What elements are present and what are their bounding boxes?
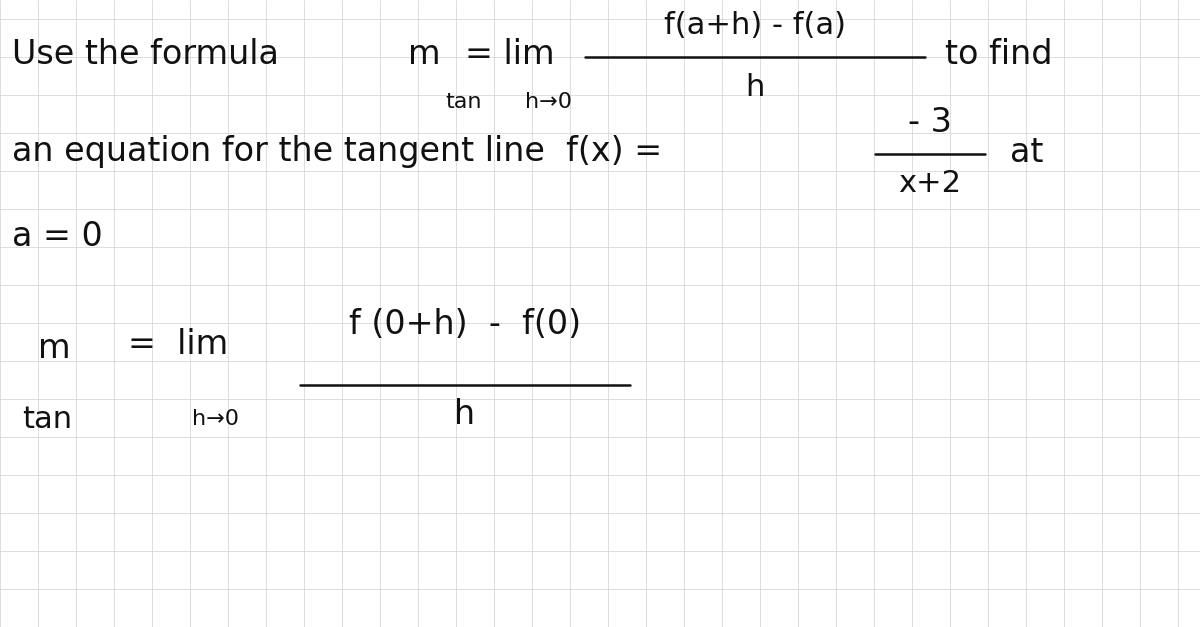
Text: x+2: x+2 [899,169,961,199]
Text: an equation for the tangent line  f(x) =: an equation for the tangent line f(x) = [12,135,662,169]
Text: Use the formula: Use the formula [12,38,278,71]
Text: =  lim: = lim [128,329,228,362]
Text: at: at [1010,135,1043,169]
Text: tan: tan [445,92,481,112]
Text: tan: tan [22,404,72,433]
Text: h→0: h→0 [526,92,572,112]
Text: h: h [745,73,764,102]
Text: to find: to find [946,38,1052,71]
Text: - 3: - 3 [908,105,952,139]
Text: m: m [408,38,440,71]
Text: h: h [455,399,475,431]
Text: m: m [38,332,71,366]
Text: f(a+h) - f(a): f(a+h) - f(a) [664,11,846,40]
Text: h→0: h→0 [192,409,239,429]
Text: = lim: = lim [466,38,554,71]
Text: a = 0: a = 0 [12,221,103,253]
Text: f (0+h)  -  f(0): f (0+h) - f(0) [349,307,581,340]
